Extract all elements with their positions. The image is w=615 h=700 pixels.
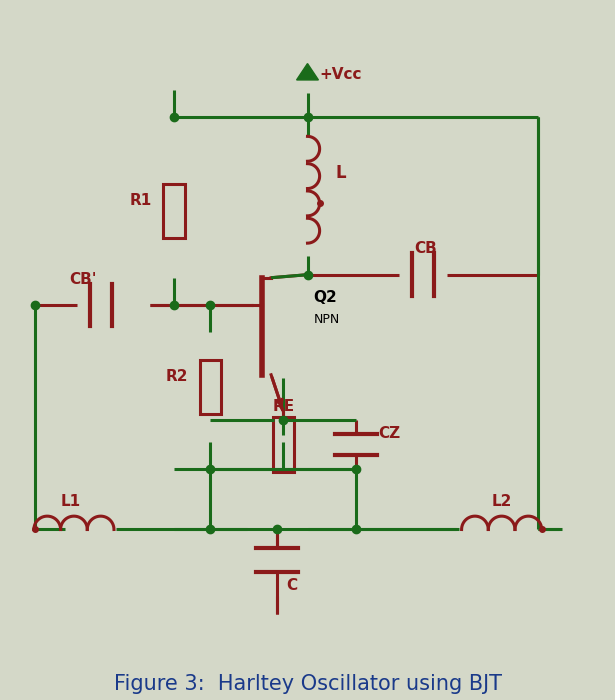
Text: CZ: CZ (378, 426, 400, 442)
Text: CB: CB (415, 241, 437, 256)
Text: Figure 3:  Harltey Oscillator using BJT: Figure 3: Harltey Oscillator using BJT (114, 674, 501, 694)
Text: L1: L1 (61, 494, 81, 510)
Text: L: L (336, 164, 346, 181)
Text: RE: RE (272, 399, 295, 414)
FancyBboxPatch shape (272, 417, 294, 472)
Polygon shape (296, 64, 319, 80)
Text: R1: R1 (130, 193, 152, 208)
Text: CB': CB' (69, 272, 97, 287)
FancyBboxPatch shape (164, 183, 184, 238)
Text: R2: R2 (166, 369, 188, 384)
Text: Q2: Q2 (314, 290, 337, 305)
FancyBboxPatch shape (200, 360, 221, 414)
Text: L2: L2 (491, 494, 512, 510)
Text: C: C (286, 578, 298, 593)
Text: NPN: NPN (314, 313, 340, 326)
Text: +Vcc: +Vcc (320, 67, 362, 82)
